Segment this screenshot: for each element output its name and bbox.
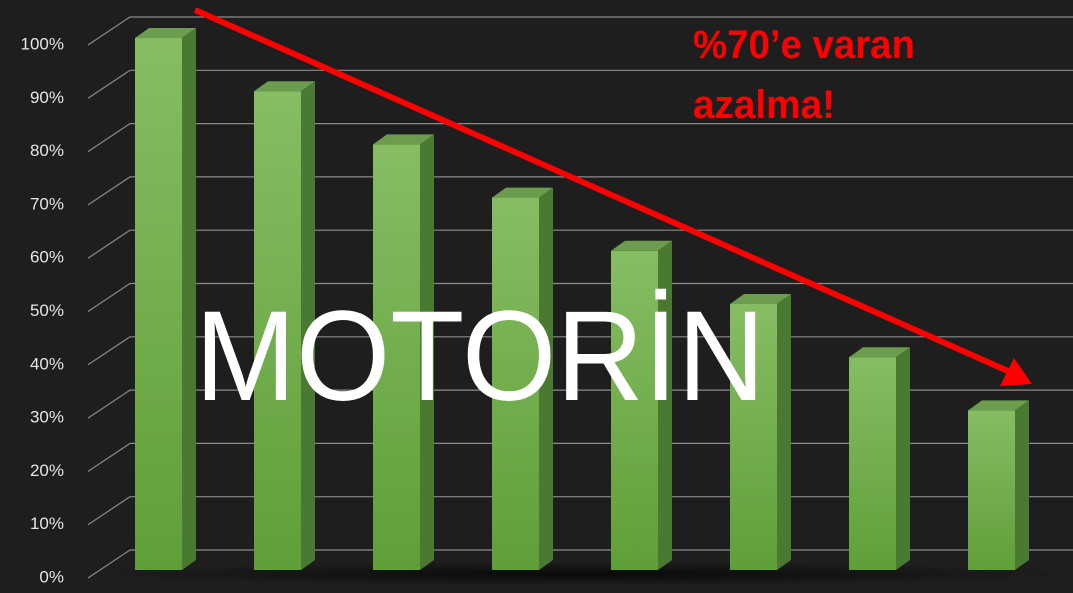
y-tick-label: 100% [21, 34, 64, 53]
bar-front [492, 197, 539, 570]
bar-side [896, 347, 910, 570]
bar-top [492, 187, 553, 198]
bar-top [254, 81, 315, 92]
overlay: MOTORİN %70’e varan azalma! [193, 7, 1032, 428]
annotation-line: %70’e varan [693, 23, 915, 67]
bar [849, 347, 910, 570]
floor-shadow [85, 562, 1073, 586]
annotation-line: azalma! [693, 83, 835, 127]
grid-line [87, 69, 1073, 99]
y-tick-label: 20% [30, 461, 64, 480]
bar-top [849, 347, 910, 358]
bar-front [968, 410, 1015, 570]
bar-front [611, 250, 658, 571]
trend-arrow [193, 7, 1012, 375]
bar-side [301, 81, 315, 570]
bar-top [373, 134, 434, 145]
y-tick-label: 0% [39, 567, 64, 586]
bar-side [420, 134, 434, 570]
grid-line [87, 122, 1073, 153]
arrow-head [1000, 358, 1032, 386]
bar-front [730, 304, 777, 570]
grid-line [87, 16, 1073, 46]
bar [730, 294, 791, 570]
bar [492, 187, 553, 570]
grid-line [87, 229, 1073, 259]
bar-top [968, 400, 1029, 411]
y-tick-label: 80% [30, 141, 64, 160]
bar-side [1015, 400, 1029, 570]
y-tick-label: 40% [30, 354, 64, 373]
bars [135, 28, 1029, 571]
bar-side [658, 240, 672, 571]
grid-line [87, 176, 1073, 206]
y-tick-label: 50% [30, 301, 64, 320]
bar [373, 134, 434, 570]
y-tick-label: 70% [30, 194, 64, 213]
bar-top [730, 294, 791, 304]
y-tick-label: 30% [30, 408, 64, 427]
bar [254, 81, 315, 570]
bar-front [373, 144, 420, 570]
bar [968, 400, 1029, 570]
bar-top [135, 28, 196, 38]
bar [135, 28, 196, 570]
bar-front [849, 357, 896, 570]
y-tick-label: 10% [30, 514, 64, 533]
bar-front [254, 91, 301, 570]
bar-front [135, 38, 182, 570]
y-tick-label: 60% [30, 248, 64, 267]
y-tick-label: 90% [30, 88, 64, 107]
bar-top [611, 240, 672, 251]
bar-side [182, 28, 196, 570]
product-label: MOTORİN [195, 285, 765, 428]
bar-side [777, 294, 791, 570]
bar [611, 240, 672, 571]
grid-line [87, 282, 1073, 312]
bar-side [539, 187, 553, 570]
